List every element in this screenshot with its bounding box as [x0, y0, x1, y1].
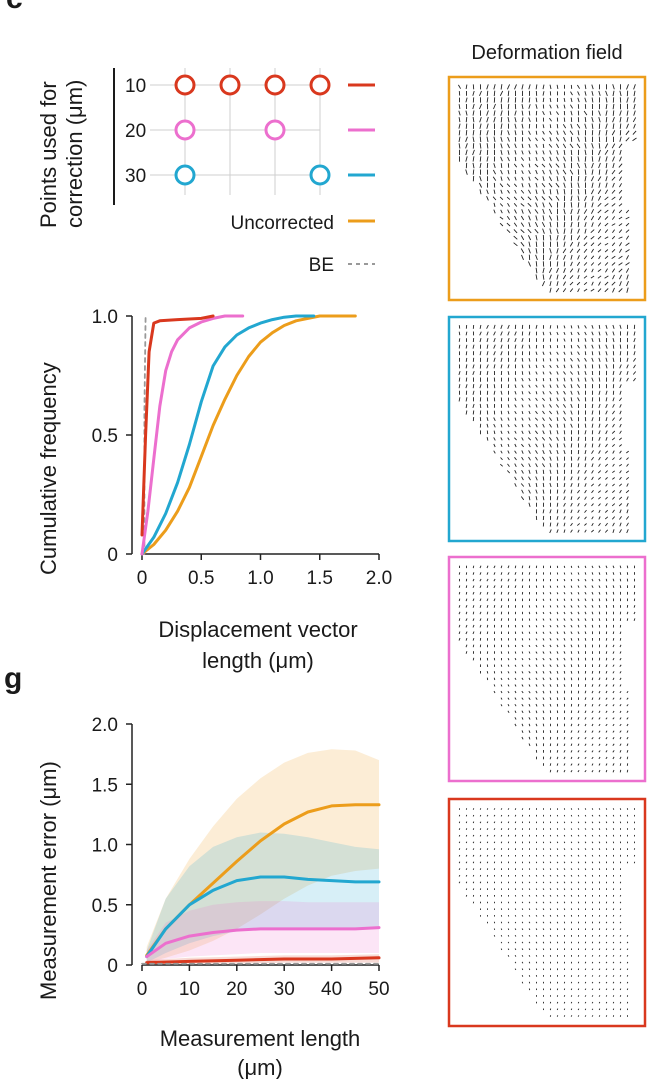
chart1-x-tick-label-3: 1.5 [307, 568, 333, 589]
legend-row-20-label: 20 [125, 121, 146, 142]
chart1-x-tick-label-0: 0 [137, 568, 148, 589]
chart2-xlabel-line2: (μm) [237, 1055, 283, 1079]
legend-uncorrected-label: Uncorrected [231, 213, 335, 234]
legend-circle-30-0 [174, 164, 196, 186]
deformation-panel-red [447, 797, 647, 1028]
chart2-x-tick-label-2: 20 [226, 979, 247, 1000]
series-line-20 [145, 926, 381, 959]
series-line-30 [145, 875, 381, 959]
band-uncorrected [146, 749, 379, 963]
legend: Points used for correction (μm) 10 20 30… [36, 68, 375, 276]
chart1-x-tick-label-1: 0.5 [188, 568, 214, 589]
series-line-30 [140, 314, 316, 556]
legend-circle-30-3 [309, 164, 331, 186]
chart1-y-tick-label-0: 0 [107, 545, 118, 566]
chart2-x-tick-label-5: 50 [368, 979, 389, 1000]
deformation-field-title: Deformation field [471, 42, 622, 64]
deformation-field-panels: Deformation field [447, 42, 647, 1028]
measurement-error-chart: Measurement error (μm) Measurement lengt… [36, 715, 390, 1079]
series-line-10 [140, 314, 215, 537]
chart1-ylabel: Cumulative frequency [36, 362, 61, 575]
deformation-vectors-pink [458, 565, 636, 773]
legend-circle-10-0 [174, 74, 196, 96]
legend-circle-10-3 [309, 74, 331, 96]
chart1-xlabel-line1: Displacement vector [158, 617, 357, 642]
chart2-xlabel-line1: Measurement length [160, 1026, 361, 1051]
chart1-x-tick-label-2: 1.0 [247, 568, 273, 589]
band-20 [146, 901, 379, 963]
deformation-vectors-orange [458, 84, 637, 293]
chart2-x-tick-label-3: 30 [274, 979, 295, 1000]
chart1-y-tick-label-1: 0.5 [92, 426, 118, 447]
panel-letter-g: g [4, 662, 22, 695]
chart2-x-tick-label-1: 10 [179, 979, 200, 1000]
legend-circle-10-2 [264, 74, 286, 96]
chart2-y-tick-label-2: 1.0 [92, 836, 118, 857]
chart2-y-tick-label-3: 1.5 [92, 775, 118, 796]
deformation-panel-pink [447, 555, 647, 783]
series-line-10 [145, 956, 381, 965]
deformation-panel-orange [447, 75, 647, 302]
chart2-x-tick-label-4: 40 [321, 979, 342, 1000]
legend-ylabel-line2: correction (μm) [62, 80, 87, 228]
chart2-y-tick-label-0: 0 [107, 956, 118, 977]
deformation-vectors-blue [458, 324, 637, 534]
band-30 [146, 832, 379, 963]
legend-row-10-label: 10 [125, 76, 146, 97]
panel-letter-c: c [6, 0, 23, 15]
legend-circle-10-1 [219, 74, 241, 96]
legend-circle-20-0 [174, 119, 196, 141]
legend-circle-20-2 [264, 119, 286, 141]
deformation-vectors-red [458, 808, 636, 1017]
series-line-20 [140, 314, 245, 556]
deformation-panel-blue [447, 315, 647, 543]
chart2-y-tick-label-1: 0.5 [92, 896, 118, 917]
series-line-uncorrected [140, 314, 357, 556]
chart1-x-tick-label-4: 2.0 [366, 568, 392, 589]
chart1-y-tick-label-2: 1.0 [92, 307, 118, 328]
chart2-y-tick-label-4: 2.0 [92, 715, 118, 736]
chart2-ylabel: Measurement error (μm) [36, 761, 61, 1000]
legend-swatches [348, 83, 375, 265]
cumulative-frequency-chart: Cumulative frequency Displacement vector… [36, 307, 392, 673]
chart2-x-tick-label-0: 0 [137, 979, 148, 1000]
legend-be-label: BE [309, 255, 334, 276]
legend-circles [174, 74, 331, 186]
legend-row-30-label: 30 [125, 166, 146, 187]
chart1-xlabel-line2: length (μm) [202, 648, 314, 673]
legend-ylabel-line1: Points used for [36, 81, 61, 228]
